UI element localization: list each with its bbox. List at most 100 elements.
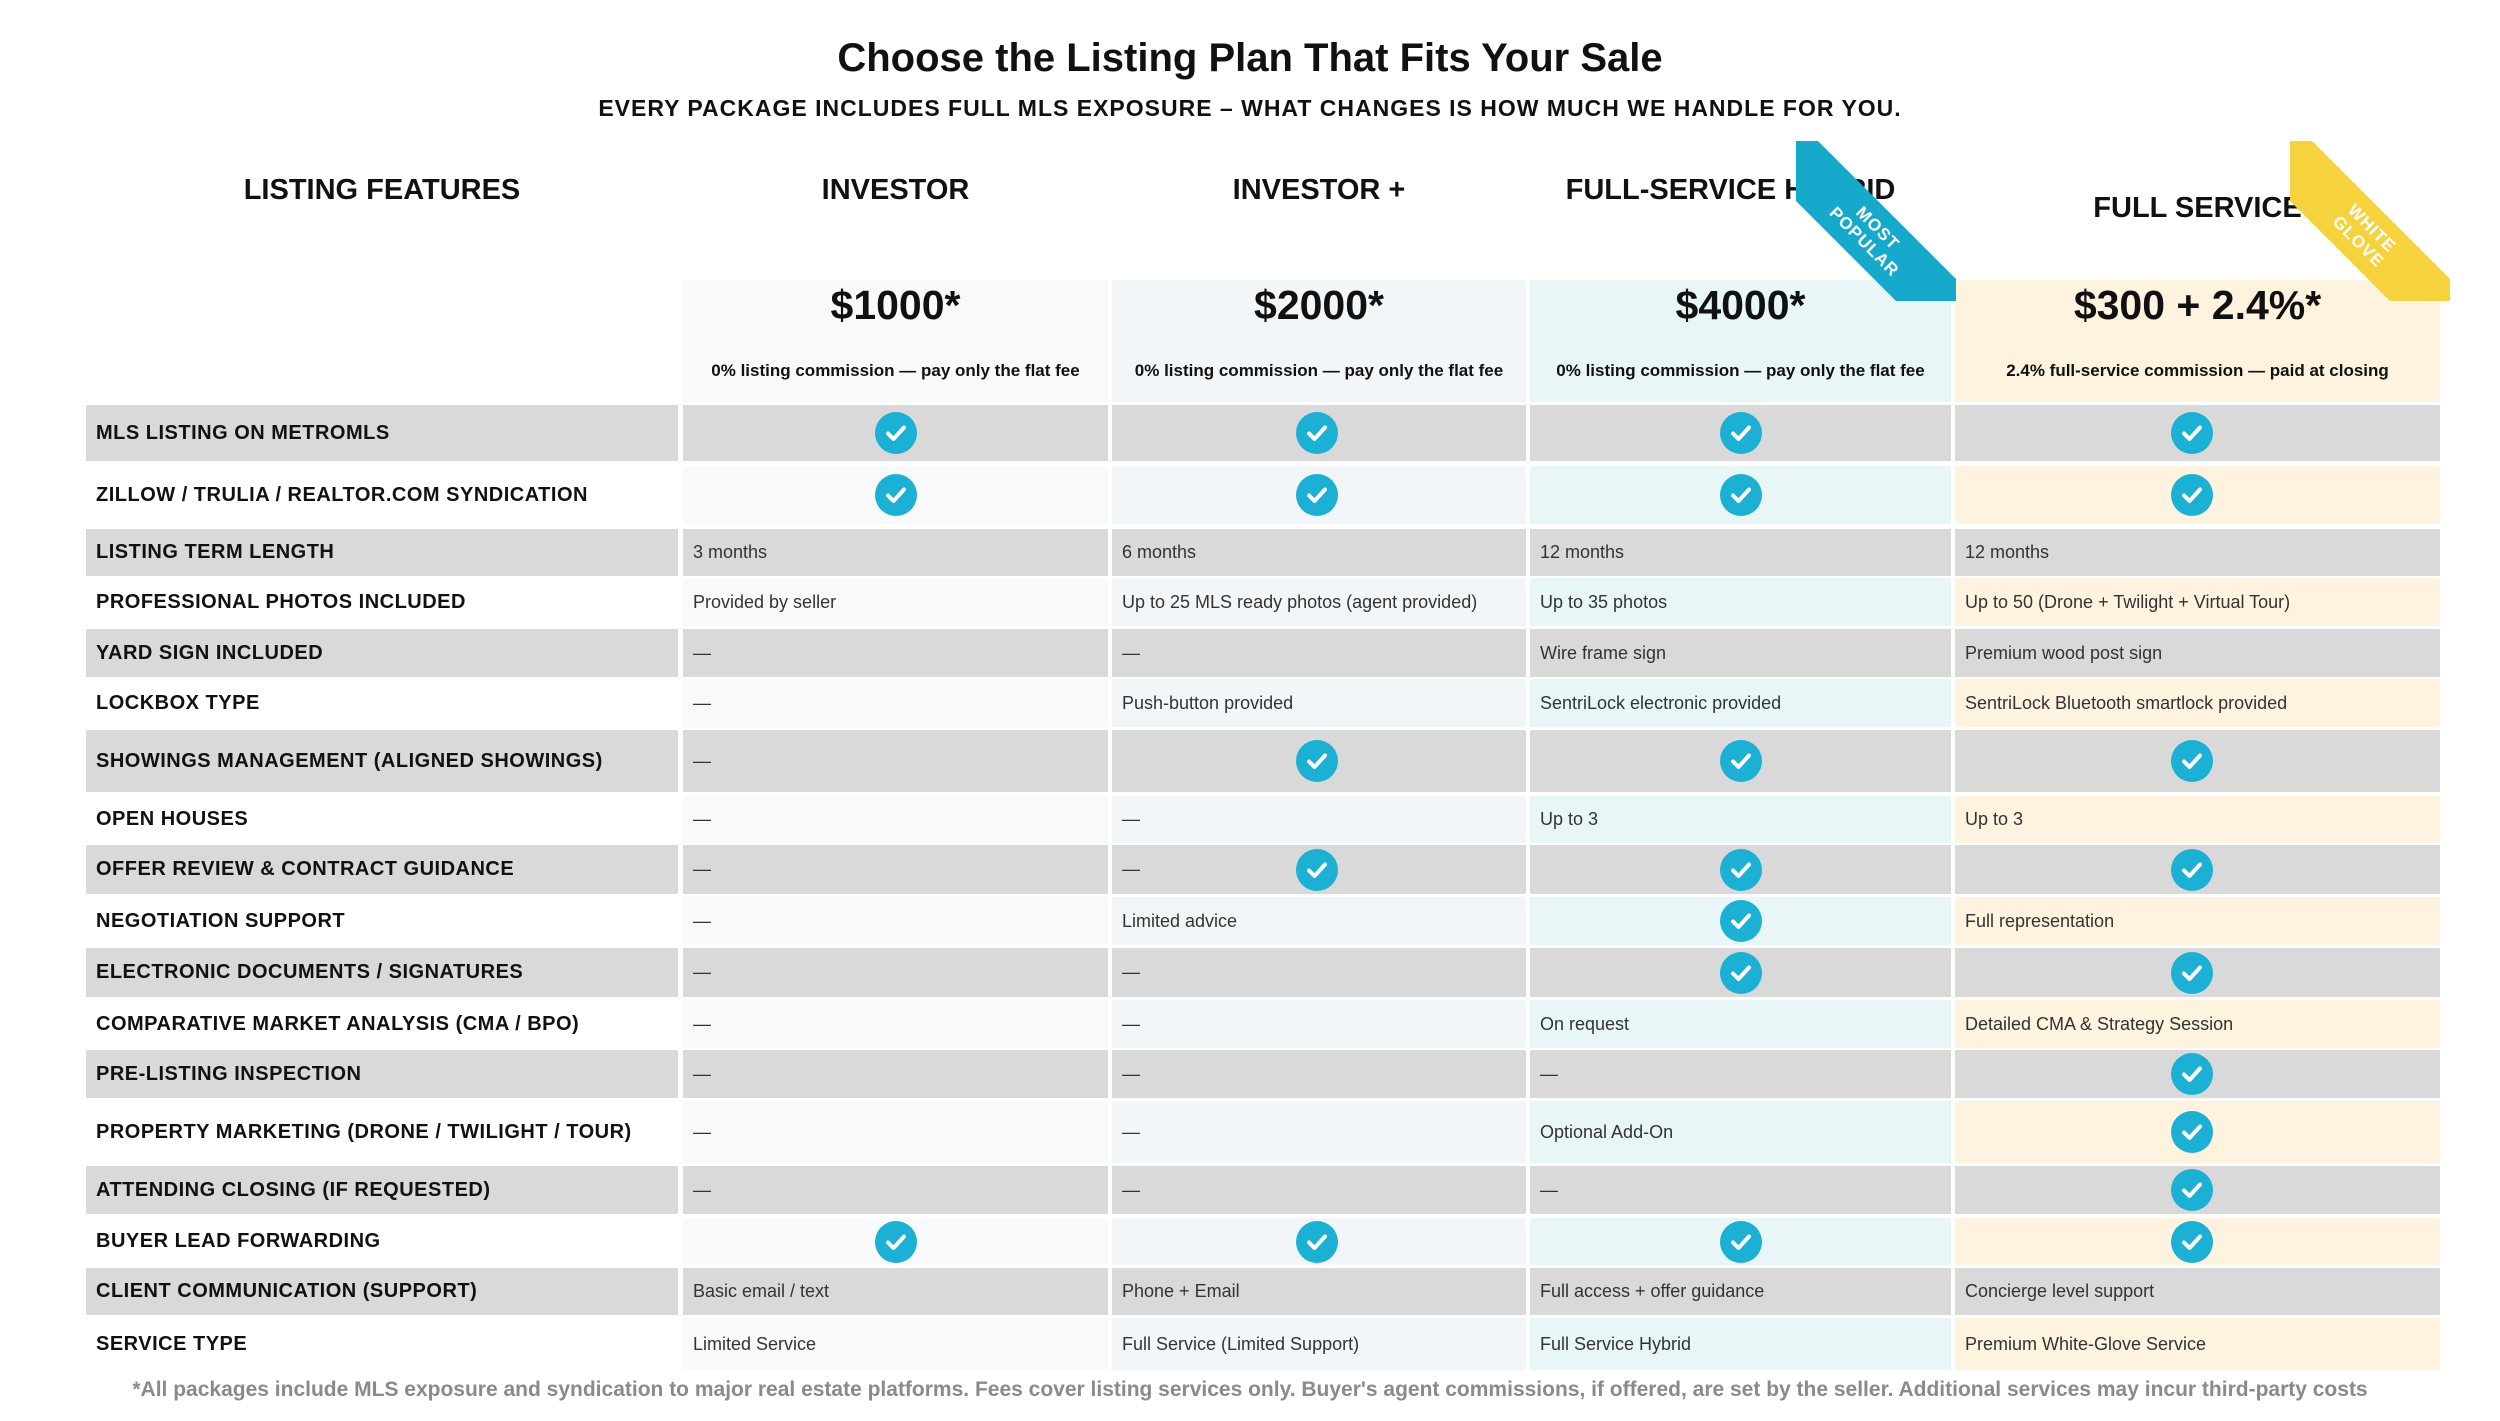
cell-value: — (1540, 1063, 1558, 1084)
cell-full-service: Up to 50 (Drone + Twilight + Virtual Tou… (1955, 578, 2440, 626)
cell-value: — (693, 910, 711, 931)
checkmark-icon (874, 474, 917, 516)
plan-header-bg-investor (683, 280, 1108, 402)
cell-full-service: SentriLock Bluetooth smartlock provided (1955, 679, 2440, 727)
cell-value: — (693, 962, 711, 982)
cell-investor: — (683, 1050, 1108, 1098)
checkmark-icon (2170, 1220, 2213, 1263)
cell-investor: — (683, 897, 1108, 945)
feature-label: BUYER LEAD FORWARDING (86, 1218, 678, 1265)
cell-value: Up to 3 (1540, 809, 1599, 829)
cell-full-service-hybrid: Full access + offer guidance (1530, 1268, 1951, 1315)
cell-value: Up to 25 MLS ready photos (agent provide… (1122, 591, 1478, 612)
plan-commission-note-full-service: 2.4% full-service commission — paid at c… (2006, 361, 2389, 380)
cell-investor: — (683, 845, 1108, 894)
table-row: PROPERTY MARKETING (DRONE / TWILIGHT / T… (86, 1101, 2440, 1163)
plan-price-investor: $1000* (830, 282, 961, 328)
cell-full-service: Premium wood post sign (1955, 629, 2440, 677)
cell-investor: Basic email / text (683, 1268, 1108, 1315)
table-row: OPEN HOUSES — — Up to 3 Up to 3 (86, 796, 2440, 843)
feature-label: PROFESSIONAL PHOTOS INCLUDED (86, 578, 678, 626)
cell-value: Detailed CMA & Strategy Session (1965, 1013, 2234, 1034)
table-row: LOCKBOX TYPE — Push-button provided SentriL… (86, 679, 2440, 727)
cell-investor: — (683, 1101, 1108, 1163)
plan-commission-note-investor-plus: 0% listing commission — pay only the fla… (1134, 361, 1504, 380)
cell-value: Up to 50 (Drone + Twilight + Virtual Tou… (1965, 591, 2291, 612)
plan-name-investor: INVESTOR (821, 174, 970, 206)
cell-value: Premium wood post sign (1965, 642, 2163, 663)
cell-value: — (1122, 1179, 1140, 1200)
table-row: YARD SIGN INCLUDED — — Wire frame sign Premi… (86, 629, 2440, 677)
cell-value: Premium White-Glove Service (1965, 1333, 2207, 1354)
cell-full-service-hybrid: 12 months (1530, 529, 1951, 576)
cell-investor: — (683, 948, 1108, 997)
cell-value: — (1122, 962, 1140, 982)
cell-value: Full representation (1965, 910, 2115, 931)
cell-full-service (1955, 1218, 2440, 1265)
plan-commission-note-investor: 0% listing commission — pay only the fla… (711, 361, 1080, 380)
cell-investor-plus: — (1112, 1101, 1526, 1163)
cell-investor-plus: — (1112, 1000, 1526, 1048)
table-row: SHOWINGS MANAGEMENT (ALIGNED SHOWINGS) — (86, 730, 2440, 792)
features-heading: LISTING FEATURES (243, 174, 521, 206)
cell-value: Limited advice (1122, 910, 1238, 931)
checkmark-icon (1719, 412, 1762, 454)
cell-value: — (693, 750, 711, 771)
checkmark-icon (1719, 474, 1762, 516)
checkmark-icon (1296, 474, 1338, 516)
footnote: *All packages include MLS exposure and s… (132, 1378, 2368, 1401)
checkmark-icon (1719, 951, 1762, 994)
cell-full-service (1955, 845, 2440, 894)
table-row: ZILLOW / TRULIA / REALTOR.COM SYNDICATIO… (86, 466, 2440, 524)
checkmark-icon (874, 412, 917, 454)
cell-investor: — (683, 730, 1108, 792)
cell-value: Full Service (Limited Support) (1122, 1333, 1360, 1354)
cell-investor-plus: Up to 25 MLS ready photos (agent provide… (1112, 578, 1526, 626)
cell-full-service-hybrid: On request (1530, 1000, 1951, 1048)
cell-value: On request (1540, 1013, 1630, 1034)
checkmark-icon (1296, 740, 1338, 782)
cell-full-service-hybrid (1530, 730, 1951, 792)
cell-value: — (693, 1179, 711, 1200)
plan-price-full-service: $300 + 2.4%* (2073, 282, 2322, 328)
checkmark-icon (2170, 474, 2213, 516)
cell-full-service-hybrid (1530, 948, 1951, 997)
cell-value: Basic email / text (693, 1281, 830, 1301)
feature-label: MLS LISTING ON METROMLS (86, 405, 678, 461)
cell-investor: 3 months (683, 529, 1108, 576)
feature-label: SERVICE TYPE (86, 1318, 678, 1370)
table-row: LISTING TERM LENGTH 3 months 6 months 12 mo… (86, 529, 2440, 576)
feature-label: OFFER REVIEW & CONTRACT GUIDANCE (86, 845, 678, 894)
page-subtitle: EVERY PACKAGE INCLUDES FULL MLS EXPOSURE… (598, 95, 1902, 121)
cell-investor (683, 1218, 1108, 1265)
feature-label: LOCKBOX TYPE (86, 679, 678, 727)
cell-full-service (1955, 1101, 2440, 1163)
cell-value: — (1122, 1013, 1140, 1034)
cell-value: SentriLock Bluetooth smartlock provided (1965, 692, 2288, 713)
cell-value: Full Service Hybrid (1540, 1333, 1692, 1354)
table-row: ELECTRONIC DOCUMENTS / SIGNATURES — — (86, 948, 2440, 997)
cell-value: — (693, 1063, 711, 1084)
cell-value: 6 months (1122, 542, 1197, 562)
feature-label: ATTENDING CLOSING (IF REQUESTED) (86, 1166, 678, 1214)
cell-investor-plus: 6 months (1112, 529, 1526, 576)
cell-value: — (1122, 642, 1140, 663)
feature-label: YARD SIGN INCLUDED (86, 629, 678, 677)
cell-full-service-hybrid: SentriLock electronic provided (1530, 679, 1951, 727)
cell-value: Phone + Email (1122, 1281, 1240, 1301)
table-row: PROFESSIONAL PHOTOS INCLUDED Provided by … (86, 578, 2440, 626)
cell-value: Up to 3 (1965, 809, 2024, 829)
feature-label: SHOWINGS MANAGEMENT (ALIGNED SHOWINGS) (86, 730, 678, 792)
cell-investor-plus: — (1112, 1050, 1526, 1098)
cell-full-service: Detailed CMA & Strategy Session (1955, 1000, 2440, 1048)
cell-value: — (693, 1121, 711, 1142)
feature-label: OPEN HOUSES (86, 796, 678, 843)
cell-investor (683, 466, 1108, 524)
checkmark-icon (1719, 1220, 1762, 1263)
feature-label: PRE-LISTING INSPECTION (86, 1050, 678, 1098)
plan-name-investor-plus: INVESTOR + (1232, 174, 1406, 206)
cell-full-service-hybrid: Wire frame sign (1530, 629, 1951, 677)
cell-value: Optional Add-On (1540, 1121, 1674, 1142)
plan-header-bg-investor-plus (1112, 280, 1526, 402)
white-glove-ribbon: WHITE GLOVE (2290, 141, 2450, 301)
